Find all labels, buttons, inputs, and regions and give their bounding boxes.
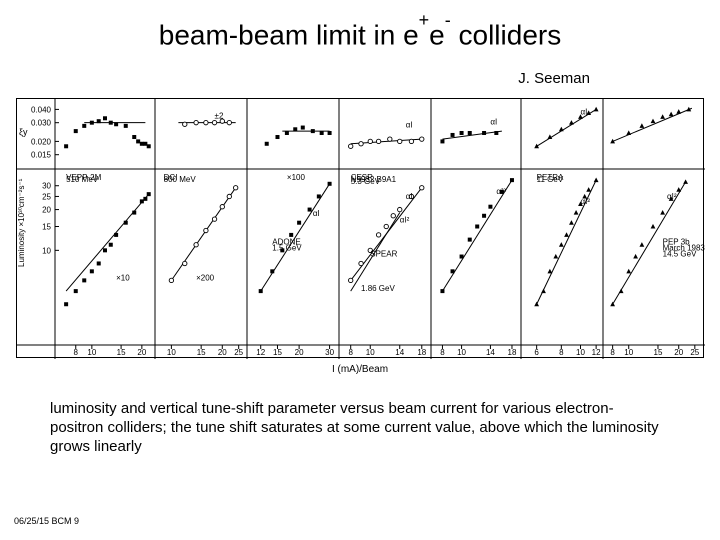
svg-text:αI²: αI² (667, 192, 677, 201)
svg-text:10: 10 (366, 348, 375, 357)
svg-text:12: 12 (256, 348, 265, 357)
title-suffix: colliders (451, 19, 561, 50)
svg-text:×10: ×10 (116, 273, 130, 282)
title-sup1: + (419, 10, 430, 30)
svg-text:αI: αI (580, 107, 587, 116)
svg-text:10: 10 (457, 348, 466, 357)
svg-text:5.3 GeV: 5.3 GeV (351, 177, 381, 186)
figure-svg: 0.0400.0300.0200.01530252015108101520VEP… (17, 99, 705, 359)
svg-text:αI²: αI² (496, 187, 506, 196)
svg-text:25: 25 (234, 348, 243, 357)
svg-text:14: 14 (395, 348, 404, 357)
svg-text:10: 10 (167, 348, 176, 357)
author-credit: J. Seeman (518, 70, 590, 87)
title-sup2: - (445, 10, 451, 30)
svg-text:15: 15 (197, 348, 206, 357)
svg-text:15: 15 (654, 348, 663, 357)
svg-text:×200: ×200 (196, 273, 215, 282)
svg-text:8: 8 (74, 348, 79, 357)
svg-text:±2: ±2 (215, 111, 224, 120)
svg-text:0.015: 0.015 (31, 151, 52, 160)
svg-text:18: 18 (508, 348, 517, 357)
svg-text:0.020: 0.020 (31, 137, 52, 146)
svg-text:8: 8 (348, 348, 353, 357)
svg-text:0.030: 0.030 (31, 119, 52, 128)
svg-text:6: 6 (534, 348, 539, 357)
svg-text:14.5 GeV: 14.5 GeV (663, 250, 697, 259)
svg-text:12: 12 (592, 348, 601, 357)
svg-text:20: 20 (674, 348, 683, 357)
svg-text:18: 18 (417, 348, 426, 357)
svg-text:10: 10 (624, 348, 633, 357)
svg-text:1.86 GeV: 1.86 GeV (361, 284, 395, 293)
svg-text:10: 10 (576, 348, 585, 357)
svg-text:αI²: αI² (580, 197, 590, 206)
slide-footer: 06/25/15 BCM 9 (14, 516, 79, 526)
svg-text:8: 8 (610, 348, 615, 357)
svg-text:510 MeV: 510 MeV (66, 175, 99, 184)
figure-caption: luminosity and vertical tune-shift param… (50, 400, 660, 456)
svg-text:×100: ×100 (287, 173, 306, 182)
svg-text:15: 15 (273, 348, 282, 357)
svg-text:10: 10 (87, 348, 96, 357)
svg-text:30: 30 (325, 348, 334, 357)
svg-text:800 MeV: 800 MeV (164, 175, 197, 184)
title-prefix: beam-beam limit in e (159, 19, 419, 50)
svg-text:αI²: αI² (400, 216, 410, 225)
svg-text:αI: αI (406, 121, 413, 130)
slide-title: beam-beam limit in e+e- colliders (0, 0, 720, 51)
svg-text:20: 20 (295, 348, 304, 357)
title-mid: e (429, 19, 445, 50)
svg-text:11 GeV: 11 GeV (537, 175, 564, 184)
svg-text:20: 20 (137, 348, 146, 357)
svg-text:αI: αI (490, 117, 497, 126)
svg-text:25: 25 (690, 348, 699, 357)
svg-text:20: 20 (42, 206, 51, 215)
xaxis-label: I (mA)/Beam (17, 364, 703, 375)
svg-text:8: 8 (440, 348, 445, 357)
svg-text:αI: αI (313, 209, 320, 218)
svg-text:αI: αI (406, 192, 413, 201)
svg-text:14: 14 (486, 348, 495, 357)
svg-text:1.5 GeV: 1.5 GeV (272, 243, 302, 252)
svg-text:25: 25 (42, 192, 51, 201)
svg-text:30: 30 (42, 182, 51, 191)
figure-panel-grid: ξy Luminosity ×10³⁰cm⁻²s⁻¹ 0.0400.0300.0… (16, 98, 704, 358)
svg-text:15: 15 (117, 348, 126, 357)
svg-text:20: 20 (218, 348, 227, 357)
svg-text:10: 10 (42, 246, 51, 255)
svg-text:0.040: 0.040 (31, 105, 52, 114)
svg-text:SPEAR: SPEAR (370, 250, 397, 259)
svg-text:8: 8 (559, 348, 564, 357)
svg-text:15: 15 (42, 222, 51, 231)
